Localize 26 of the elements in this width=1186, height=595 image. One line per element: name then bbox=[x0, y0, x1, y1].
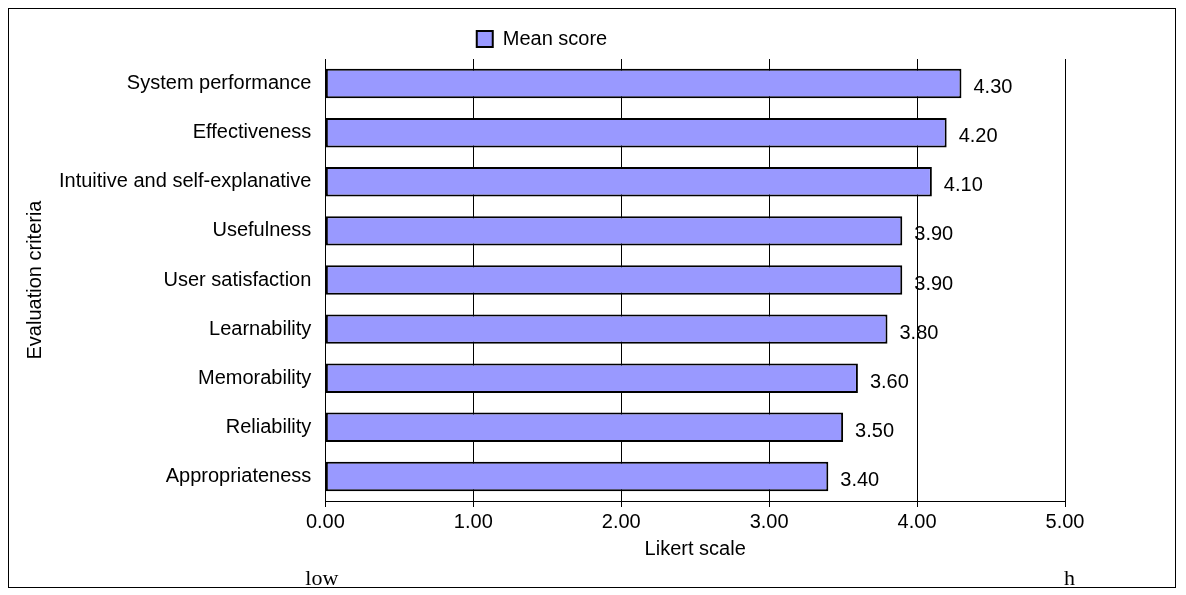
y-tick-label: Learnability bbox=[209, 316, 312, 339]
data-label: 3.50 bbox=[855, 418, 895, 441]
data-label: 4.10 bbox=[943, 173, 983, 196]
y-tick-label: Appropriateness bbox=[165, 463, 312, 486]
y-axis-title: Evaluation criteria bbox=[22, 199, 45, 360]
x-tick-label: 4.00 bbox=[897, 509, 937, 532]
legend-label: Mean score bbox=[502, 26, 608, 49]
data-label: 4.30 bbox=[973, 75, 1013, 98]
x-tick-label: 3.00 bbox=[749, 509, 789, 532]
y-tick-label: Effectiveness bbox=[192, 120, 312, 143]
x-tick-label: 5.00 bbox=[1045, 509, 1085, 532]
data-label: 3.40 bbox=[840, 467, 880, 490]
y-tick-label: Usefulness bbox=[212, 218, 312, 241]
y-tick-label: System performance bbox=[126, 71, 312, 94]
x-axis-title: Likert scale bbox=[644, 536, 746, 559]
y-tick-label: User satisfaction bbox=[163, 267, 312, 290]
text: low bbox=[305, 565, 339, 590]
y-tick-label: Memorability bbox=[198, 365, 312, 388]
x-tick-label: 1.00 bbox=[453, 509, 493, 532]
y-tick-label: Intuitive and self-explanative bbox=[59, 169, 312, 192]
data-label: 4.20 bbox=[958, 124, 998, 147]
y-tick-label: Reliability bbox=[225, 414, 312, 437]
data-label: 3.60 bbox=[869, 369, 909, 392]
text: h bbox=[1064, 565, 1075, 590]
x-tick-label: 0.00 bbox=[305, 509, 345, 532]
x-tick-label: 2.00 bbox=[601, 509, 641, 532]
